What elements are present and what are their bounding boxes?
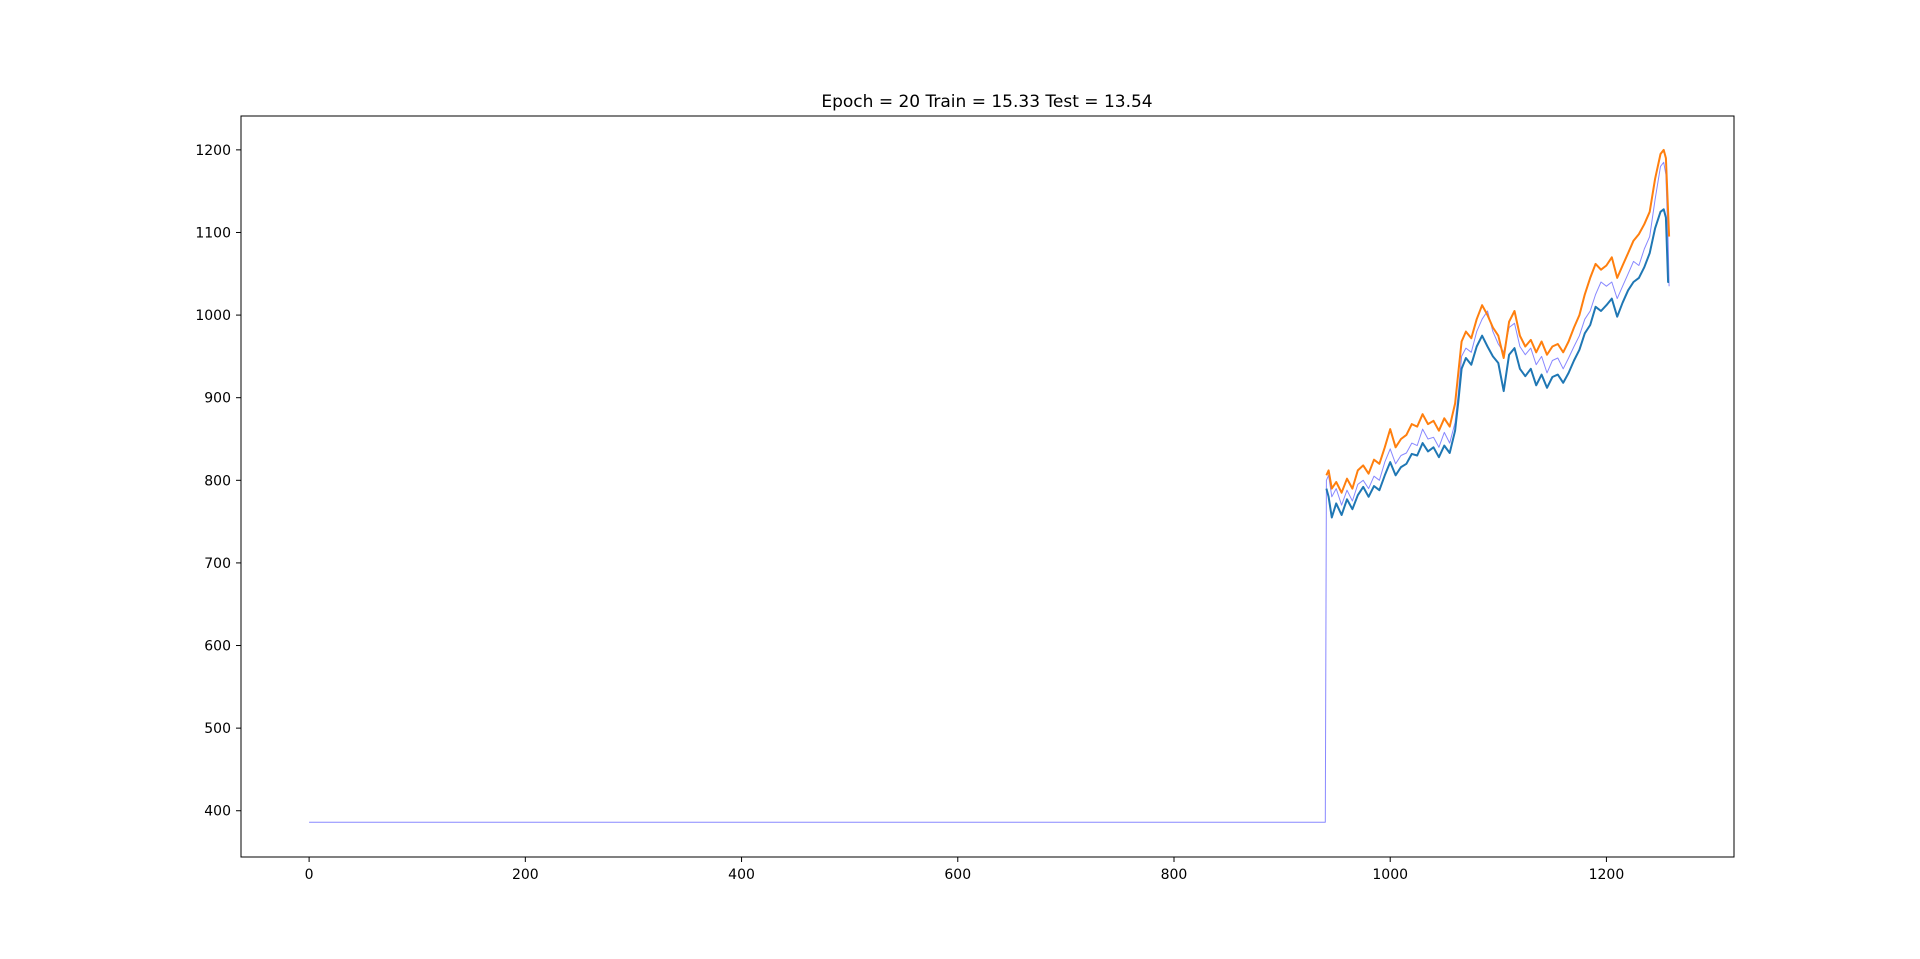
y-axis: 400 500 600 700 800 900 1000 1100 1200 [195, 143, 241, 820]
y-tick-label: 500 [204, 721, 231, 737]
x-tick-label: 200 [512, 867, 539, 883]
series-line-1 [309, 161, 1670, 823]
y-tick-label: 900 [204, 391, 231, 407]
series-line-2 [1325, 208, 1670, 519]
y-tick-label: 600 [204, 639, 231, 655]
x-tick-label: 400 [728, 867, 755, 883]
x-tick-label: 1000 [1372, 867, 1408, 883]
plot-frame [240, 115, 1735, 858]
x-tick-label: 0 [305, 867, 314, 883]
y-tick-label: 400 [204, 804, 231, 820]
series-layer [309, 148, 1671, 823]
y-tick-label: 800 [204, 473, 231, 489]
x-tick-label: 800 [1161, 867, 1188, 883]
x-axis: 0 200 400 600 800 1000 1200 [305, 857, 1625, 883]
x-tick-label: 1200 [1589, 867, 1625, 883]
series-line-3 [1325, 148, 1671, 494]
x-tick-label: 600 [944, 867, 971, 883]
y-tick-label: 700 [204, 556, 231, 572]
y-tick-label: 1000 [195, 308, 231, 324]
y-tick-label: 1200 [195, 143, 231, 159]
chart-title: Epoch = 20 Train = 15.33 Test = 13.54 [821, 92, 1152, 112]
y-tick-label: 1100 [195, 225, 231, 241]
